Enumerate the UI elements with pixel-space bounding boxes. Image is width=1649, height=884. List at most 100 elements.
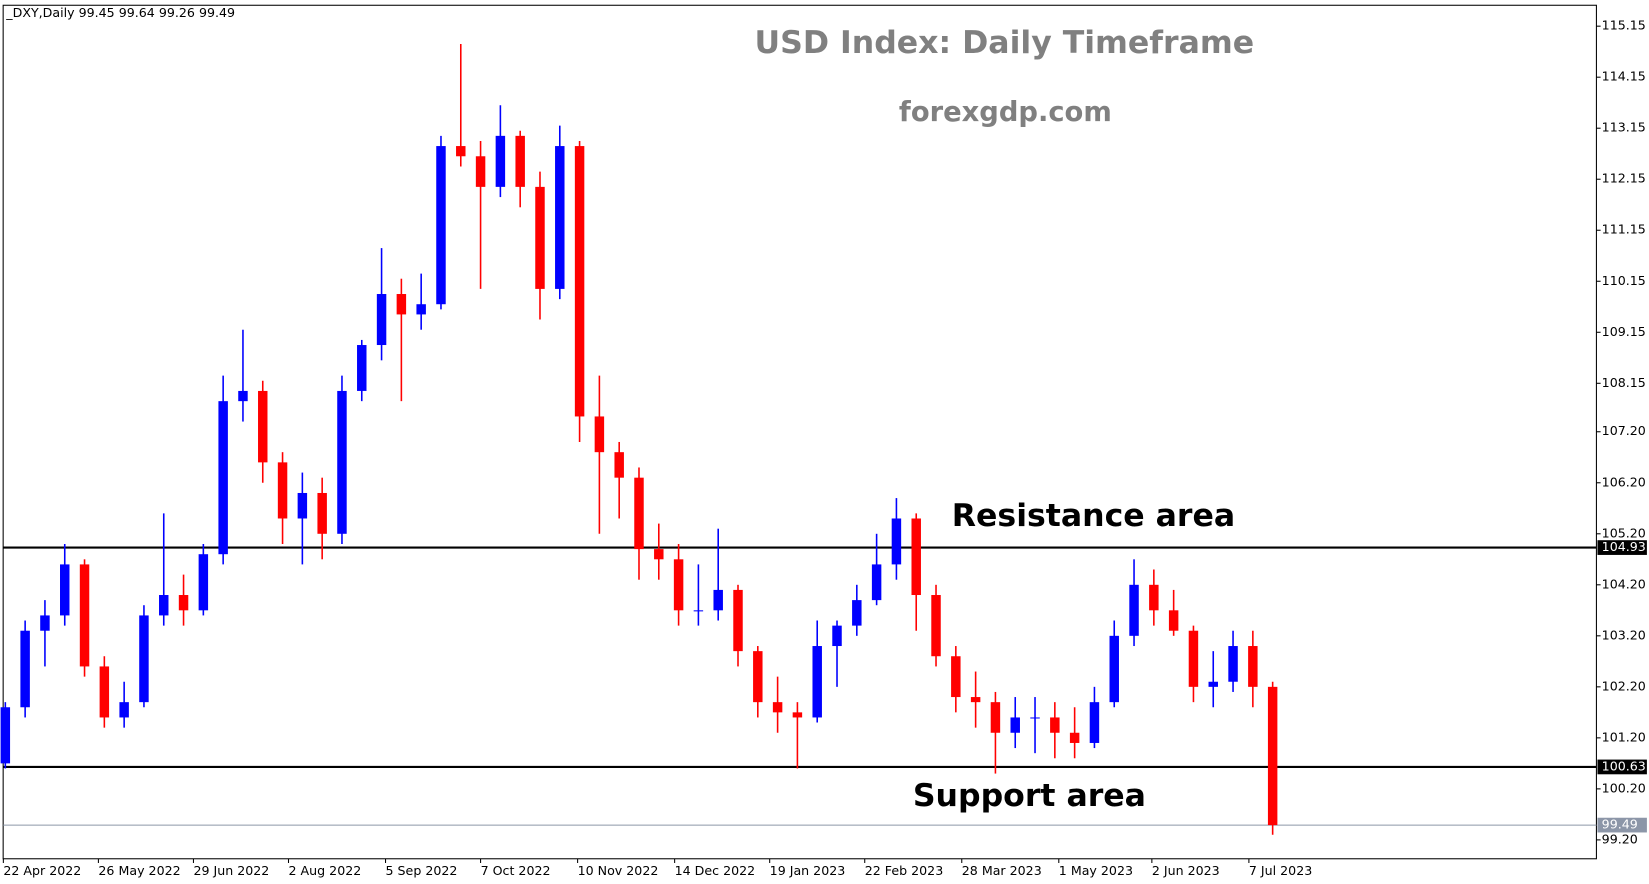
candle-body: [614, 452, 624, 478]
candle-body: [733, 589, 743, 652]
candle-body: [515, 135, 525, 187]
y-tick-label: 114.15: [1602, 69, 1646, 84]
y-tick-label: 108.15: [1602, 375, 1646, 390]
x-tick-label: 2 Aug 2022: [289, 863, 362, 878]
candle-body: [990, 702, 1001, 733]
plot-frame: [2, 4, 1597, 860]
y-tick-label: 109.15: [1602, 324, 1646, 339]
level-label: 100.63: [1602, 758, 1646, 773]
candle-body: [475, 156, 486, 187]
candle-body: [1149, 584, 1159, 611]
candle-body: [594, 416, 605, 453]
candle-body: [673, 559, 684, 611]
candle-body: [1228, 646, 1238, 682]
candle-body: [911, 518, 921, 596]
candle-body: [1089, 702, 1100, 743]
candle-body: [852, 600, 862, 626]
symbol-info: _DXY,Daily 99.45 99.64 99.26 99.49: [5, 5, 235, 20]
y-tick-label: 112.15: [1602, 171, 1646, 186]
candle-body: [495, 135, 506, 187]
candle-body: [60, 564, 70, 616]
candle-body: [238, 390, 248, 402]
chart-title: USD Index: Daily Timeframe: [755, 25, 1255, 61]
y-tick-label: 101.20: [1602, 729, 1646, 744]
x-tick-label: 7 Oct 2022: [481, 863, 551, 878]
y-tick-label: 103.20: [1602, 627, 1646, 642]
candle-body: [376, 294, 387, 346]
candle-body: [812, 646, 822, 718]
candle-body: [277, 462, 288, 519]
candle-body: [297, 492, 308, 519]
candle-body: [654, 549, 664, 560]
x-tick-label: 2 Jun 2023: [1152, 863, 1220, 878]
candle-body: [891, 518, 902, 565]
candle-body: [772, 702, 783, 713]
candle-body: [1010, 717, 1020, 733]
x-tick-label: 5 Sep 2022: [386, 863, 458, 878]
x-tick-label: 26 May 2022: [98, 863, 180, 878]
candle-body: [1050, 717, 1060, 733]
candle-body: [832, 625, 842, 647]
level-label-box: [1597, 817, 1647, 833]
candle-body: [99, 666, 110, 718]
candle-body: [693, 610, 704, 612]
candle-body: [20, 630, 30, 708]
x-tick-label: 19 Jan 2023: [770, 863, 846, 878]
y-tick-label: 105.20: [1602, 525, 1646, 540]
candle-body: [1168, 610, 1179, 631]
candle-body: [1267, 686, 1278, 826]
candle-body: [139, 615, 149, 703]
level-label-box: [1597, 759, 1647, 775]
candle-body: [970, 697, 981, 703]
y-tick-label: 104.20: [1602, 576, 1646, 591]
candle-body: [119, 702, 129, 718]
x-tick-label: 28 Mar 2023: [962, 863, 1042, 878]
candle-body: [0, 707, 11, 764]
candle-body: [555, 146, 565, 289]
candle-body: [1188, 630, 1199, 687]
candle-body: [951, 656, 961, 698]
y-tick-label: 110.15: [1602, 273, 1646, 288]
chart-subtitle: forexgdp.com: [899, 97, 1112, 128]
y-tick-label: 107.20: [1602, 423, 1646, 438]
y-tick-label: 111.15: [1602, 222, 1646, 237]
annotation: Resistance area: [952, 498, 1235, 534]
candle-body: [337, 390, 347, 534]
candle-body: [634, 477, 644, 550]
candle-body: [198, 554, 209, 611]
candle-body: [1069, 732, 1080, 743]
x-tick-label: 10 Nov 2022: [578, 863, 659, 878]
x-tick-label: 29 Jun 2022: [193, 863, 269, 878]
x-tick-label: 14 Dec 2022: [675, 863, 756, 878]
y-tick-label: 100.20: [1602, 780, 1646, 795]
candle-body: [317, 492, 327, 534]
candle-body: [456, 146, 466, 157]
candle-body: [258, 390, 268, 463]
x-tick-label: 22 Feb 2023: [865, 863, 944, 878]
candle-body: [792, 712, 803, 718]
y-tick-label: 106.20: [1602, 474, 1646, 489]
level-label: 99.49: [1602, 817, 1638, 832]
y-tick-label: 102.20: [1602, 678, 1646, 693]
candle-body: [1030, 717, 1040, 719]
annotation: Support area: [913, 778, 1146, 814]
candle-body: [178, 595, 189, 611]
y-tick-label: 113.15: [1602, 120, 1646, 135]
candle-body: [574, 146, 585, 417]
candle-body: [416, 304, 426, 315]
candle-body: [535, 186, 545, 289]
candle-body: [1129, 584, 1139, 636]
candle-body: [753, 651, 763, 703]
level-label-box: [1597, 540, 1647, 555]
candle-body: [871, 564, 882, 601]
candle-body: [357, 345, 367, 391]
y-tick-label: 99.20: [1602, 831, 1638, 846]
candle-body: [931, 595, 941, 657]
candle-body: [1109, 635, 1119, 703]
candle-body: [1248, 646, 1258, 687]
candle-body: [40, 615, 50, 631]
candle-body: [396, 294, 407, 315]
candle-body: [79, 564, 90, 667]
candle-body: [218, 401, 228, 555]
